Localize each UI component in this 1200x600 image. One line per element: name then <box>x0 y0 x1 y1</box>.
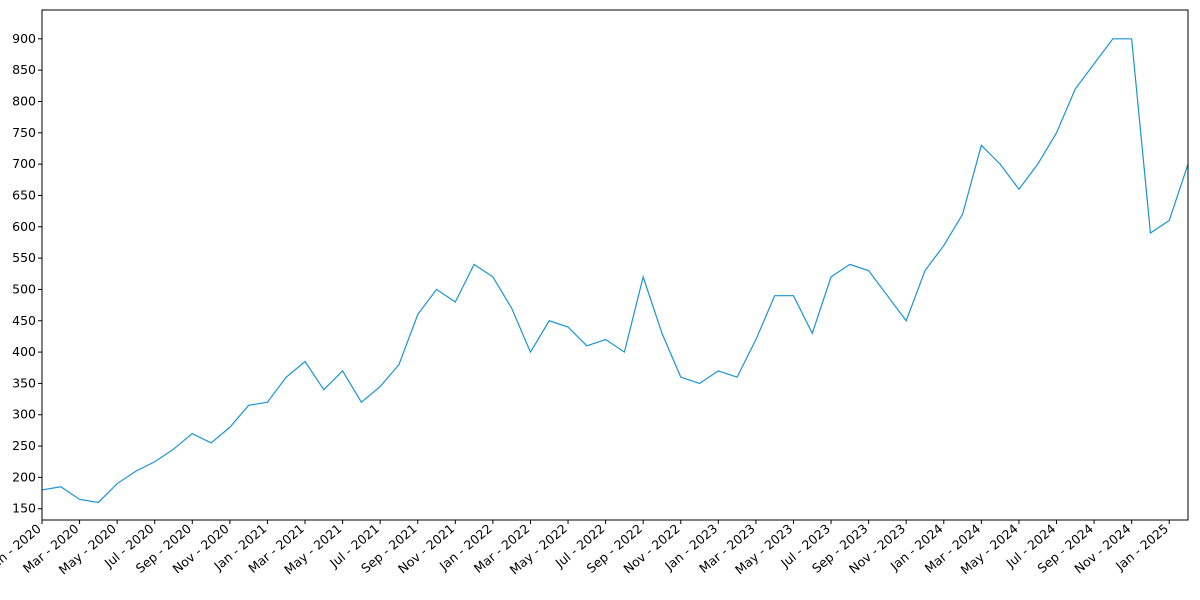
y-tick-label: 300 <box>12 407 36 422</box>
y-tick-label: 750 <box>12 125 36 140</box>
price-line <box>41 38 1189 504</box>
y-tick-label: 400 <box>12 344 36 359</box>
y-tick-label: 500 <box>12 281 36 296</box>
y-tick-label: 450 <box>12 313 36 328</box>
y-tick-label: 550 <box>12 250 36 265</box>
y-tick-label: 150 <box>12 501 36 516</box>
y-tick-label: 800 <box>12 93 36 108</box>
y-tick-label: 250 <box>12 438 36 453</box>
y-tick-label: 600 <box>12 219 36 234</box>
y-tick-label: 700 <box>12 156 36 171</box>
plot-frame <box>41 9 1189 521</box>
y-tick-label: 200 <box>12 469 36 484</box>
y-tick-label: 650 <box>12 187 36 202</box>
y-tick-label: 350 <box>12 375 36 390</box>
y-tick-label: 900 <box>12 31 36 46</box>
y-tick-label: 850 <box>12 62 36 77</box>
